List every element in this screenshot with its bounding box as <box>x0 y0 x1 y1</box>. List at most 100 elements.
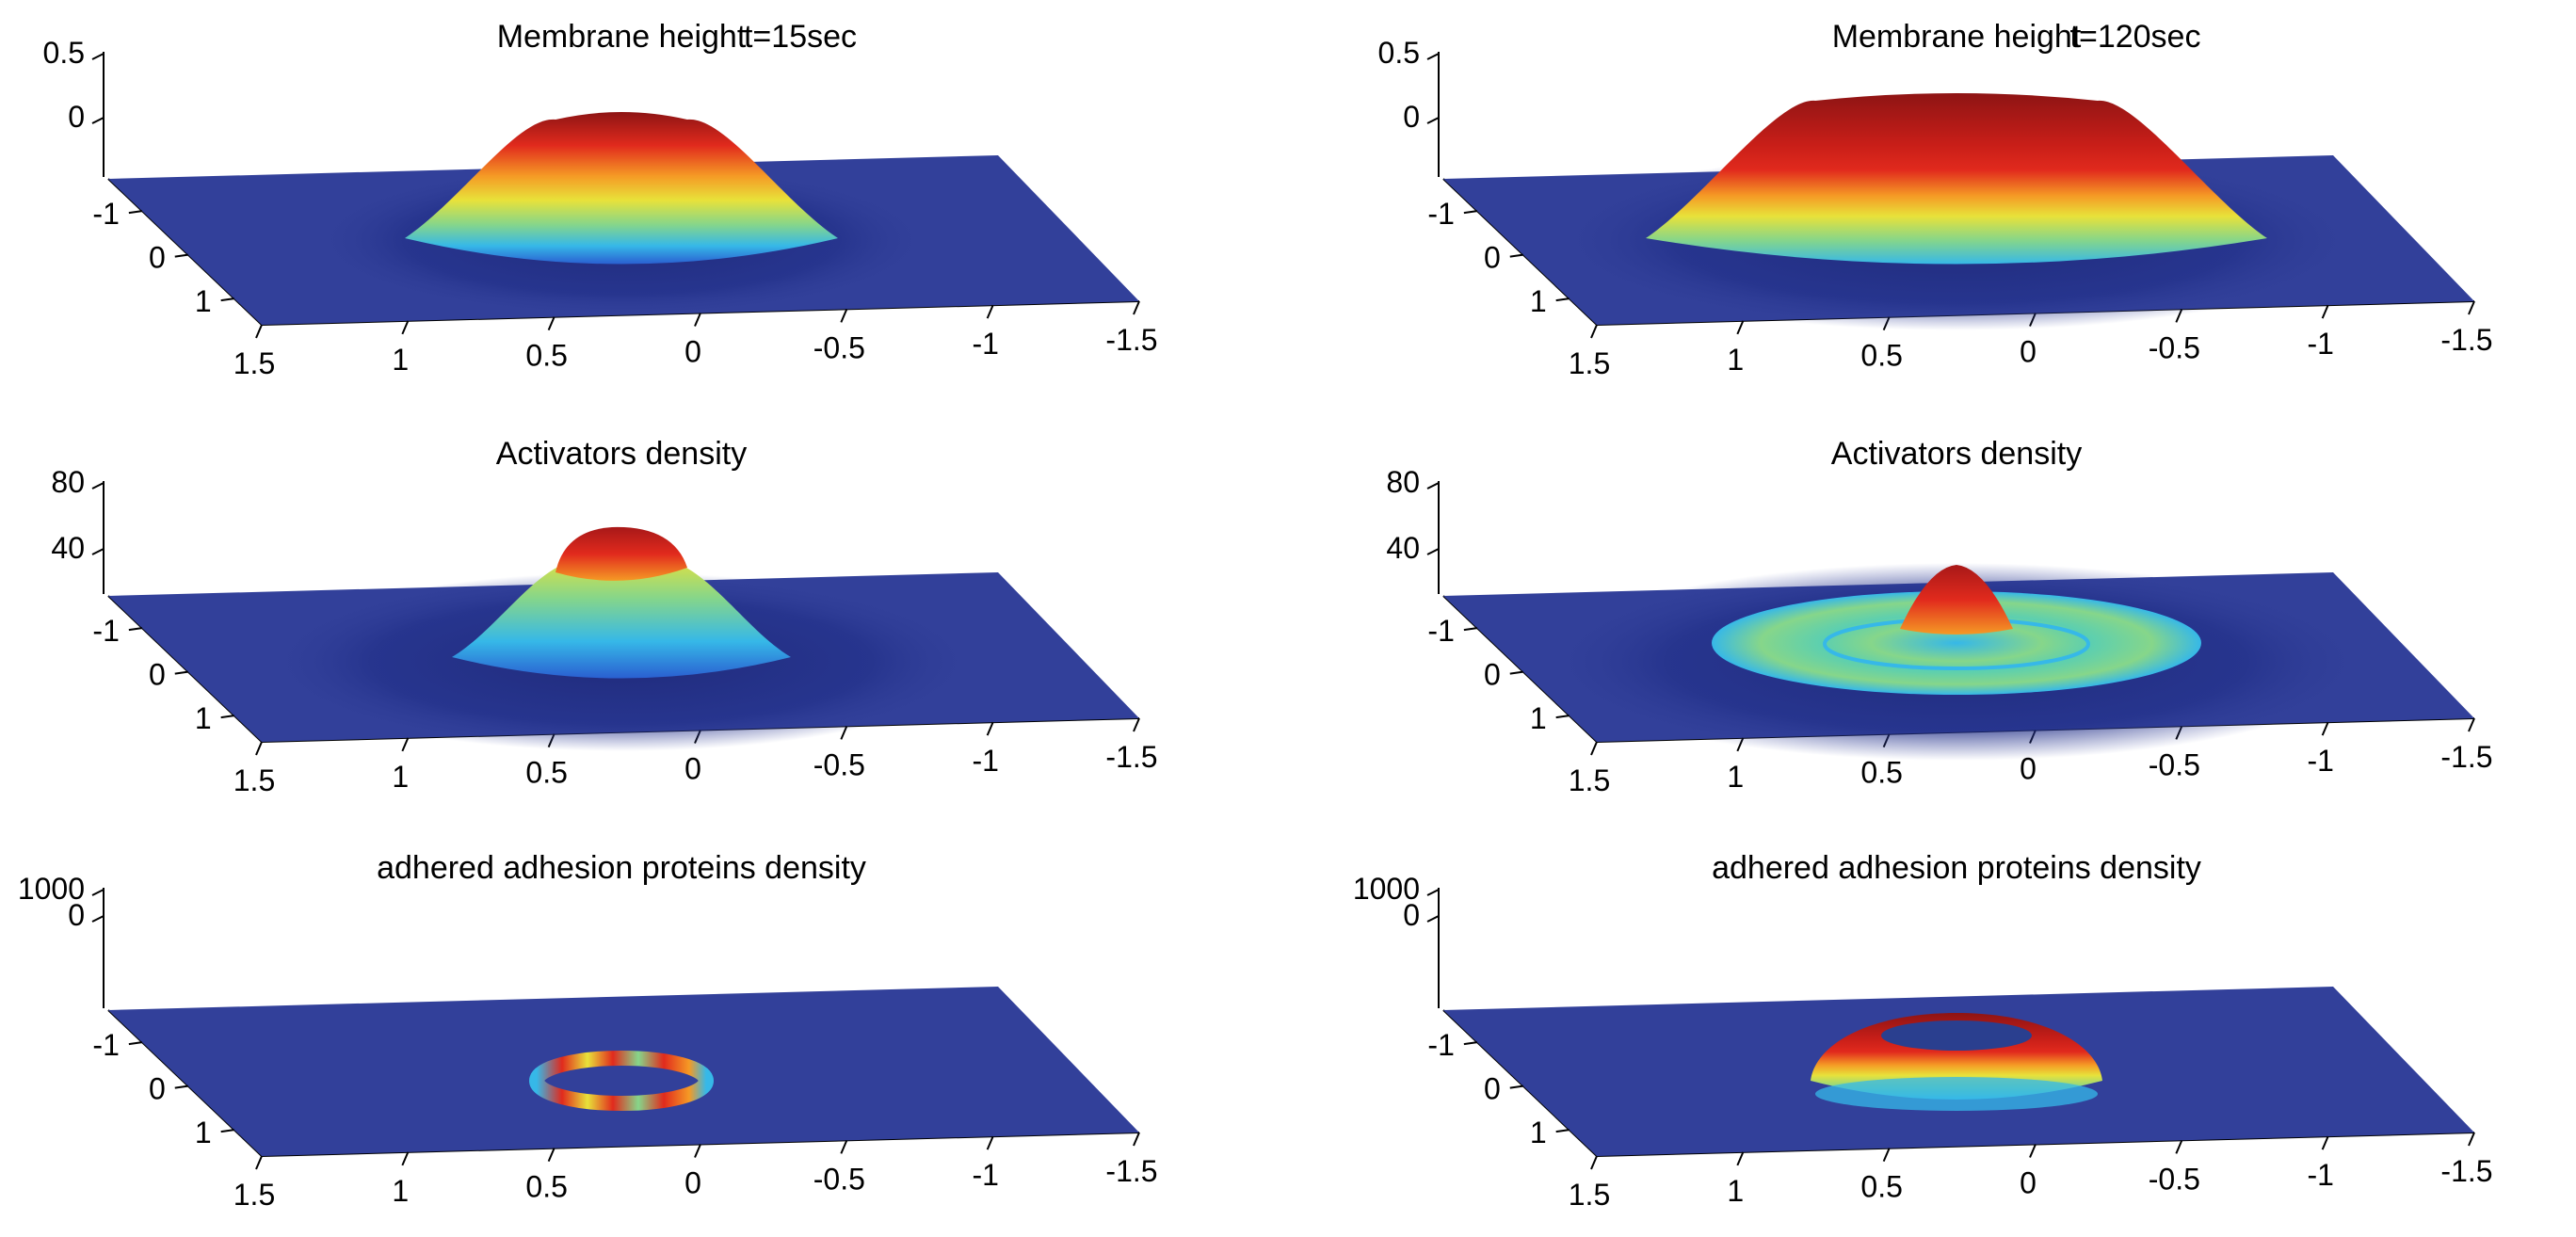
x-tick-mark <box>1882 1148 1891 1163</box>
y-tick-mark <box>174 253 188 258</box>
membrane-dome <box>405 112 838 265</box>
membrane-dome <box>1646 93 2267 265</box>
panel-title: adhered adhesion proteins density <box>1712 850 2201 886</box>
x-tick-mark <box>401 737 410 752</box>
y-tick-mark <box>174 1084 188 1089</box>
y-tick-mark <box>220 715 234 719</box>
x-tick-mark <box>2321 1135 2329 1150</box>
y-tick-mark <box>1509 253 1523 258</box>
activator-peak <box>1900 565 2013 635</box>
x-tick-mark <box>255 324 263 339</box>
panel-title: Membrane height <box>1832 19 2082 55</box>
x-tick-label: 0 <box>684 335 701 369</box>
x-tick-mark <box>1133 300 1140 315</box>
x-tick-label: -0.5 <box>813 330 865 364</box>
z-tick-label: 0 <box>1403 100 1420 134</box>
y-tick-mark <box>1463 1041 1478 1046</box>
x-tick-label: 0 <box>2020 752 2037 786</box>
x-tick-label: 1.5 <box>1569 1178 1610 1212</box>
z-tick-label: 0 <box>68 898 85 932</box>
x-tick-mark <box>2175 1139 2183 1154</box>
z-tick-label: 80 <box>1386 465 1420 499</box>
x-tick-label: 1.5 <box>1569 346 1610 380</box>
y-tick-label: -1 <box>1427 197 1454 231</box>
y-tick-label: 1 <box>195 701 212 735</box>
y-tick-mark <box>1555 1129 1570 1133</box>
y-tick-label: -1 <box>1427 1028 1454 1062</box>
z-tick-mark <box>91 117 105 124</box>
y-tick-mark <box>1555 297 1570 302</box>
z-tick-mark <box>1426 482 1440 490</box>
y-tick-label: 0 <box>1484 241 1501 275</box>
y-tick-mark <box>128 210 143 215</box>
x-tick-label: 1 <box>1727 760 1744 794</box>
y-tick-label: 1 <box>1530 284 1547 318</box>
x-tick-mark <box>1590 741 1598 756</box>
x-tick-label: -1 <box>2307 1158 2333 1192</box>
z-tick-label: 0.5 <box>43 36 85 70</box>
surface-panel-middle-left: Activators density 80 40 1.5 1 0.5 0 -0.5 -1 -1.5… <box>51 436 1157 797</box>
adhesion-ring <box>529 1051 714 1111</box>
x-tick-mark <box>2321 721 2329 736</box>
x-tick-mark <box>840 308 848 323</box>
z-tick-label: 80 <box>51 465 85 499</box>
x-tick-label: 1 <box>392 343 409 377</box>
x-tick-label: 0 <box>2020 335 2037 369</box>
z-tick-mark <box>91 889 105 896</box>
x-tick-label: -1.5 <box>1105 323 1157 357</box>
z-tick-mark <box>1426 889 1440 896</box>
x-tick-label: -1.5 <box>1105 1154 1157 1188</box>
panel-title: adhered adhesion proteins density <box>377 850 866 886</box>
x-tick-label: 0.5 <box>1860 1170 1902 1204</box>
x-tick-label: 0.5 <box>525 1170 567 1204</box>
y-tick-label: 0 <box>1484 658 1501 692</box>
x-tick-label: -1.5 <box>2440 740 2492 774</box>
x-tick-mark <box>1736 320 1745 335</box>
x-tick-label: 1.5 <box>1569 763 1610 797</box>
x-tick-label: -0.5 <box>2149 1162 2200 1196</box>
x-tick-label: 0 <box>684 752 701 786</box>
x-tick-label: -1 <box>2307 744 2333 778</box>
x-tick-mark <box>1590 1155 1598 1170</box>
panel-title: Activators density <box>1831 436 2082 472</box>
y-tick-mark <box>1509 670 1523 675</box>
activator-peak <box>555 526 687 581</box>
y-tick-label: 1 <box>1530 701 1547 735</box>
z-tick-label: 40 <box>51 531 85 565</box>
x-tick-mark <box>2029 1144 2037 1158</box>
x-tick-mark <box>255 1155 263 1170</box>
y-tick-label: 1 <box>195 284 212 318</box>
x-tick-label: -1 <box>972 327 998 361</box>
surface-panel-bottom-right: adhered adhesion proteins density100001.… <box>1353 850 2493 1212</box>
x-tick-label: -0.5 <box>2149 747 2200 781</box>
x-tick-mark <box>840 1139 848 1154</box>
x-tick-mark <box>1736 1151 1745 1166</box>
y-tick-label: -1 <box>1427 614 1454 648</box>
y-tick-label: -1 <box>92 197 119 231</box>
x-tick-label: 1 <box>1727 343 1744 377</box>
z-tick-mark <box>1426 117 1440 124</box>
surface-panel-middle-right: Activators density 80 40 1.5 1 0.5 0 -0.5 -1 -1.5… <box>1386 436 2492 797</box>
x-tick-label: 0 <box>684 1166 701 1200</box>
x-tick-label: 1 <box>1727 1174 1744 1208</box>
z-tick-mark <box>91 53 105 60</box>
y-tick-mark <box>174 670 188 675</box>
y-tick-mark <box>128 627 143 632</box>
z-tick-mark <box>1426 915 1440 923</box>
x-tick-label: 1.5 <box>233 1178 275 1212</box>
x-tick-mark <box>401 320 410 335</box>
x-tick-mark <box>1133 717 1140 732</box>
x-tick-mark <box>986 1135 994 1150</box>
z-tick-mark <box>91 915 105 923</box>
z-tick-label: 0 <box>1403 898 1420 932</box>
y-tick-label: 0 <box>149 658 166 692</box>
x-tick-mark <box>1590 324 1598 339</box>
y-tick-mark <box>1509 1084 1523 1089</box>
y-tick-mark <box>1555 715 1570 719</box>
x-tick-label: 0.5 <box>1860 339 1902 373</box>
y-tick-label: 0 <box>1484 1072 1501 1106</box>
panel-title: Activators density <box>496 436 747 472</box>
y-tick-label: 0 <box>149 1072 166 1106</box>
